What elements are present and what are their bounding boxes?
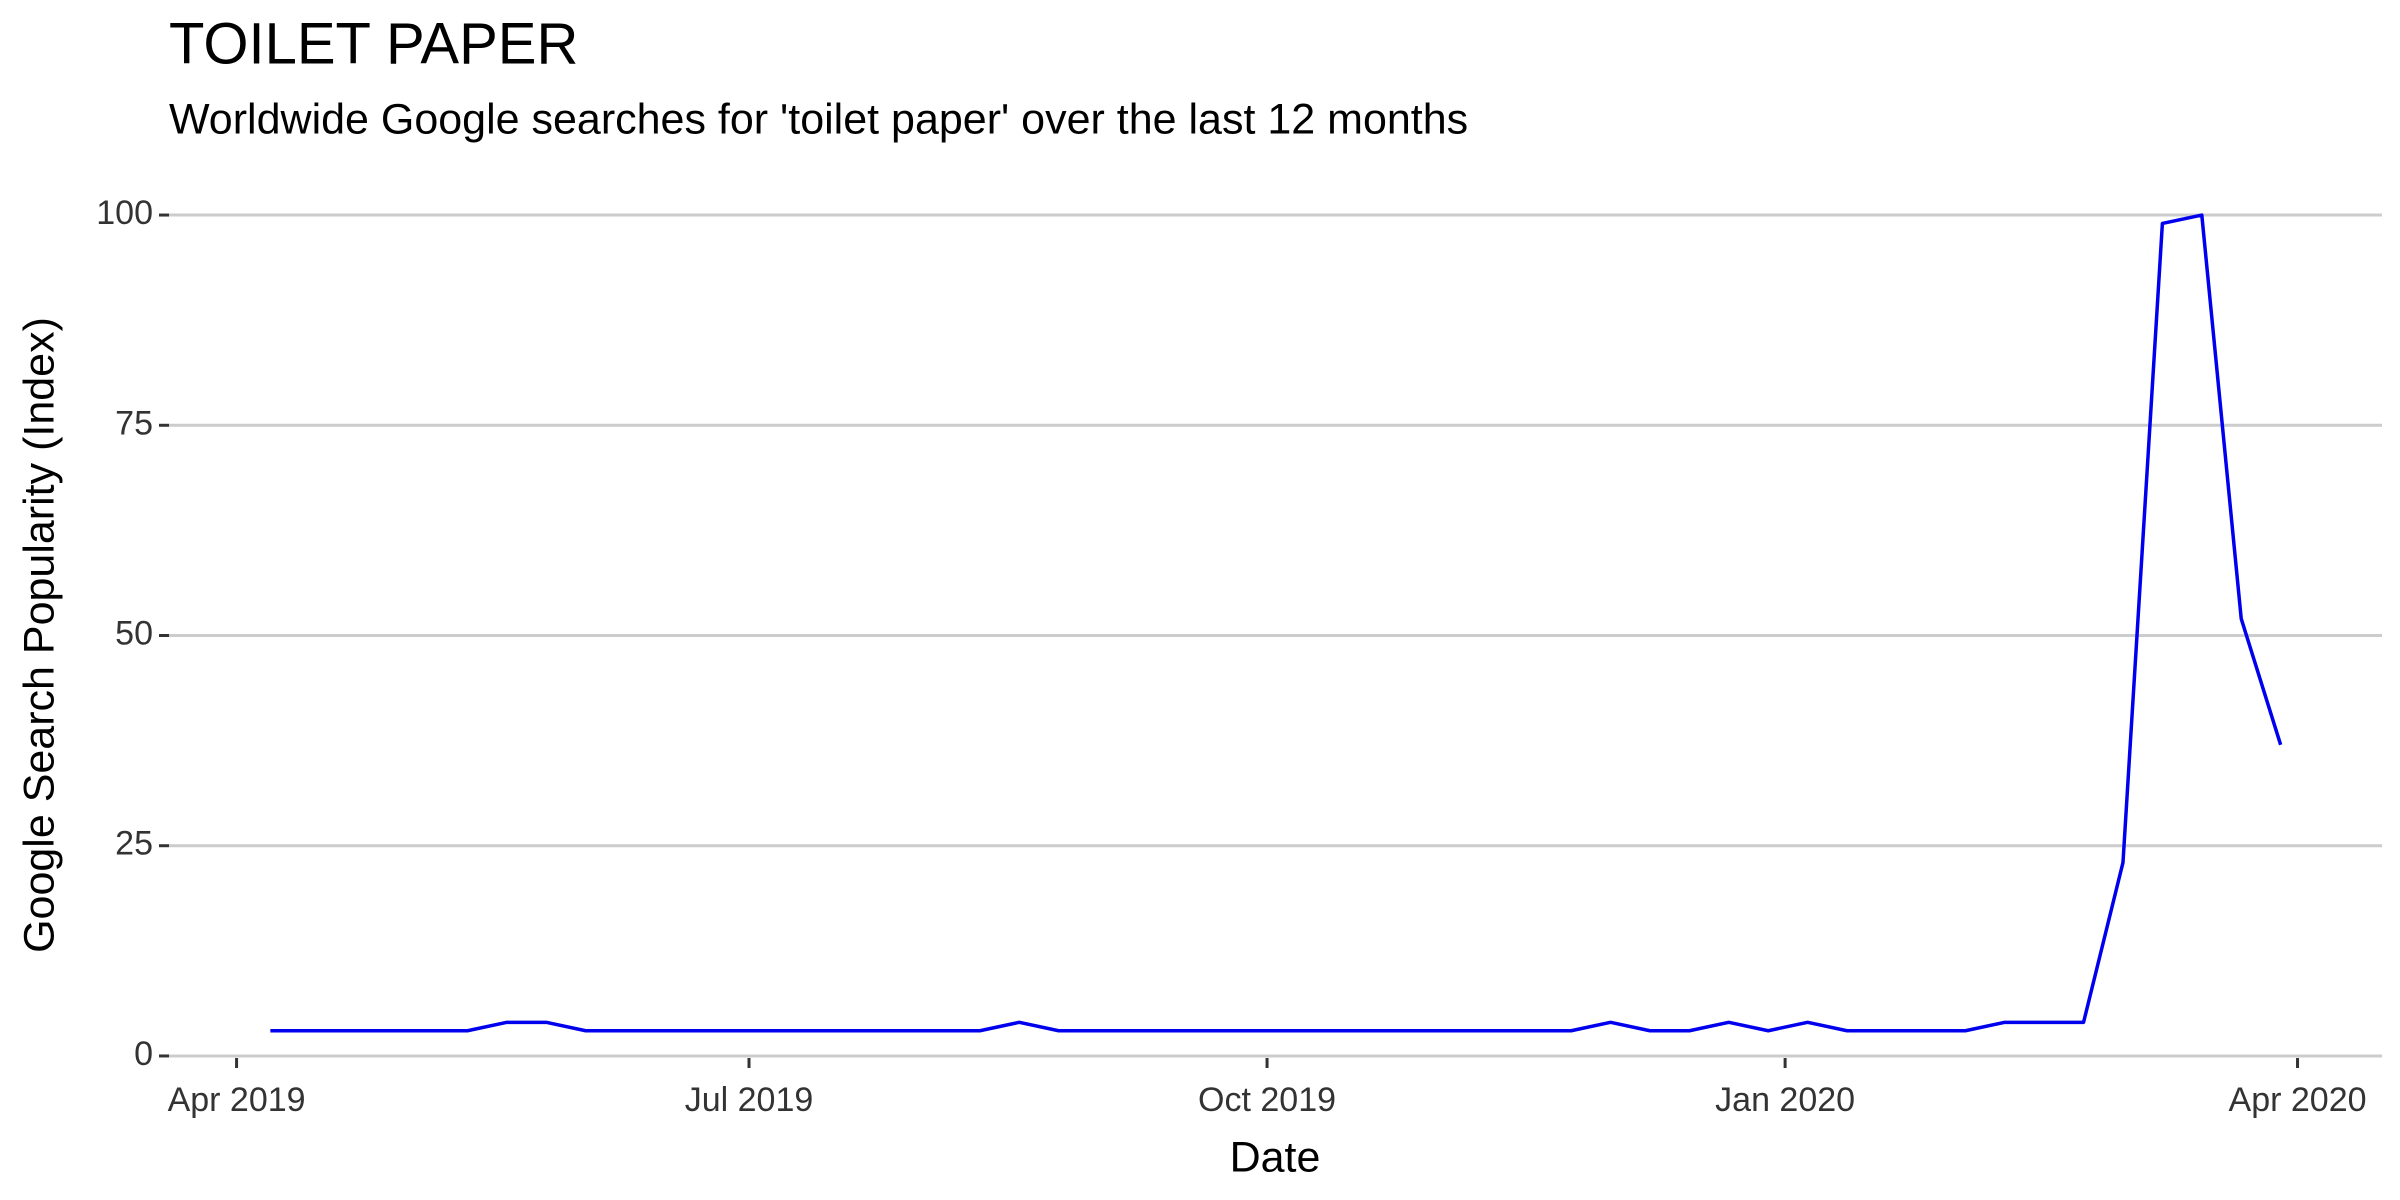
x-tick-label: Jan 2020 <box>1715 1081 1855 1119</box>
x-tick-label: Oct 2019 <box>1198 1081 1336 1119</box>
x-tick-label: Apr 2019 <box>168 1081 306 1119</box>
line-series <box>270 213 2283 1033</box>
x-tick-label: Apr 2020 <box>2229 1081 2367 1119</box>
y-tick-label: 100 <box>96 194 153 232</box>
y-tick-label: 75 <box>115 404 153 442</box>
y-tick-label: 25 <box>115 825 153 863</box>
x-tick-label: Jul 2019 <box>685 1081 814 1119</box>
chart-title: TOILET PAPER <box>169 11 578 76</box>
x-axis-title: Date <box>1230 1133 1321 1181</box>
y-tick-label: 50 <box>115 614 153 652</box>
y-axis-title: Google Search Popularity (Index) <box>15 317 63 953</box>
y-tick-label: 0 <box>134 1035 153 1073</box>
chart-subtitle: Worldwide Google searches for 'toilet pa… <box>169 95 1468 143</box>
